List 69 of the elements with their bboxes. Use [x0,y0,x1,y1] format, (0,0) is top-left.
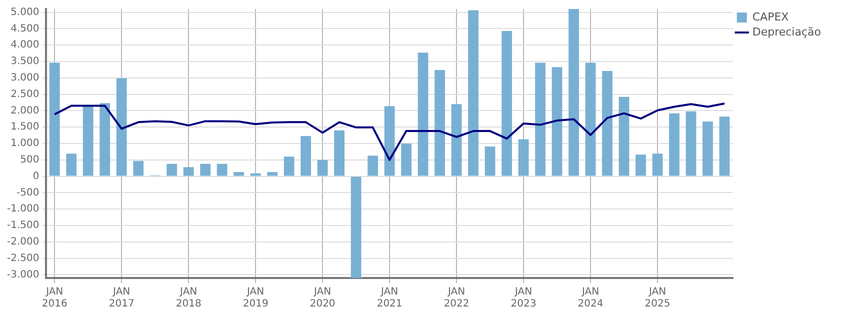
bar [585,62,596,176]
bar [49,62,60,176]
y-tick-label: 1.500 [10,122,40,133]
bar [535,62,546,176]
y-tick-label: 5.000 [10,6,40,18]
x-tick-label: JAN 2017 [108,286,134,310]
x-tick-label: JAN 2018 [176,286,202,310]
y-tick-label: -1.500 [6,220,40,232]
bar [702,122,713,176]
bar [552,67,562,176]
bar [669,113,680,176]
bar [652,154,663,176]
bar [166,164,178,176]
bar [434,70,445,176]
y-tick-label: -500 [16,187,40,198]
y-tick-label: 3.000 [10,72,40,84]
y-tick-label: 4.500 [10,23,40,34]
bar [334,130,345,176]
bar [686,111,696,176]
y-tick-label: -3.000 [6,269,40,280]
bar [502,30,512,176]
bar [418,52,428,176]
bar [484,146,496,176]
x-tick-label: JAN 2021 [376,286,402,310]
legend-label: CAPEX [752,10,790,24]
bar [133,160,144,176]
bar [618,96,630,176]
bar [451,104,462,176]
y-tick-label: 1.000 [10,138,40,150]
x-tick-label: JAN 2022 [444,286,470,310]
y-tick-label: 4.000 [10,40,40,51]
x-tick-label: JAN 2020 [310,286,336,310]
bar [183,167,194,176]
y-tick-label: 3.500 [10,56,40,68]
bar [317,160,328,176]
y-tick-label: 500 [20,154,40,166]
x-tick-label: JAN 2024 [578,286,604,310]
x-tick-label: JAN 2023 [510,286,536,310]
y-tick-label: -2.000 [6,236,40,248]
bar [368,156,378,176]
y-tick-label: 0 [32,170,40,182]
bar [518,139,529,176]
y-tick-label: -2.500 [6,252,40,264]
bar [401,144,412,176]
y-tick-label: 2.500 [10,88,40,100]
bar [66,154,77,176]
y-tick-label: -1.000 [6,204,40,215]
bar [384,106,395,176]
bar [250,173,261,176]
bar [602,71,612,176]
bar [100,103,110,176]
x-tick-label: JAN 2019 [242,286,268,310]
bar [116,78,127,176]
x-tick-label: JAN 2016 [42,286,68,310]
y-tick-label: 2.000 [10,105,40,116]
bar [468,10,478,176]
bar [267,172,278,176]
bar [568,9,579,176]
x-tick-label: JAN 2025 [644,286,670,310]
bar [200,164,211,176]
bar [350,176,362,278]
bar [300,136,312,176]
bar [719,116,730,176]
bar [636,154,646,176]
bar [284,156,294,176]
bar [234,172,244,176]
bar [82,106,94,176]
bar [216,164,228,176]
legend-label: Depreciação [752,25,822,38]
